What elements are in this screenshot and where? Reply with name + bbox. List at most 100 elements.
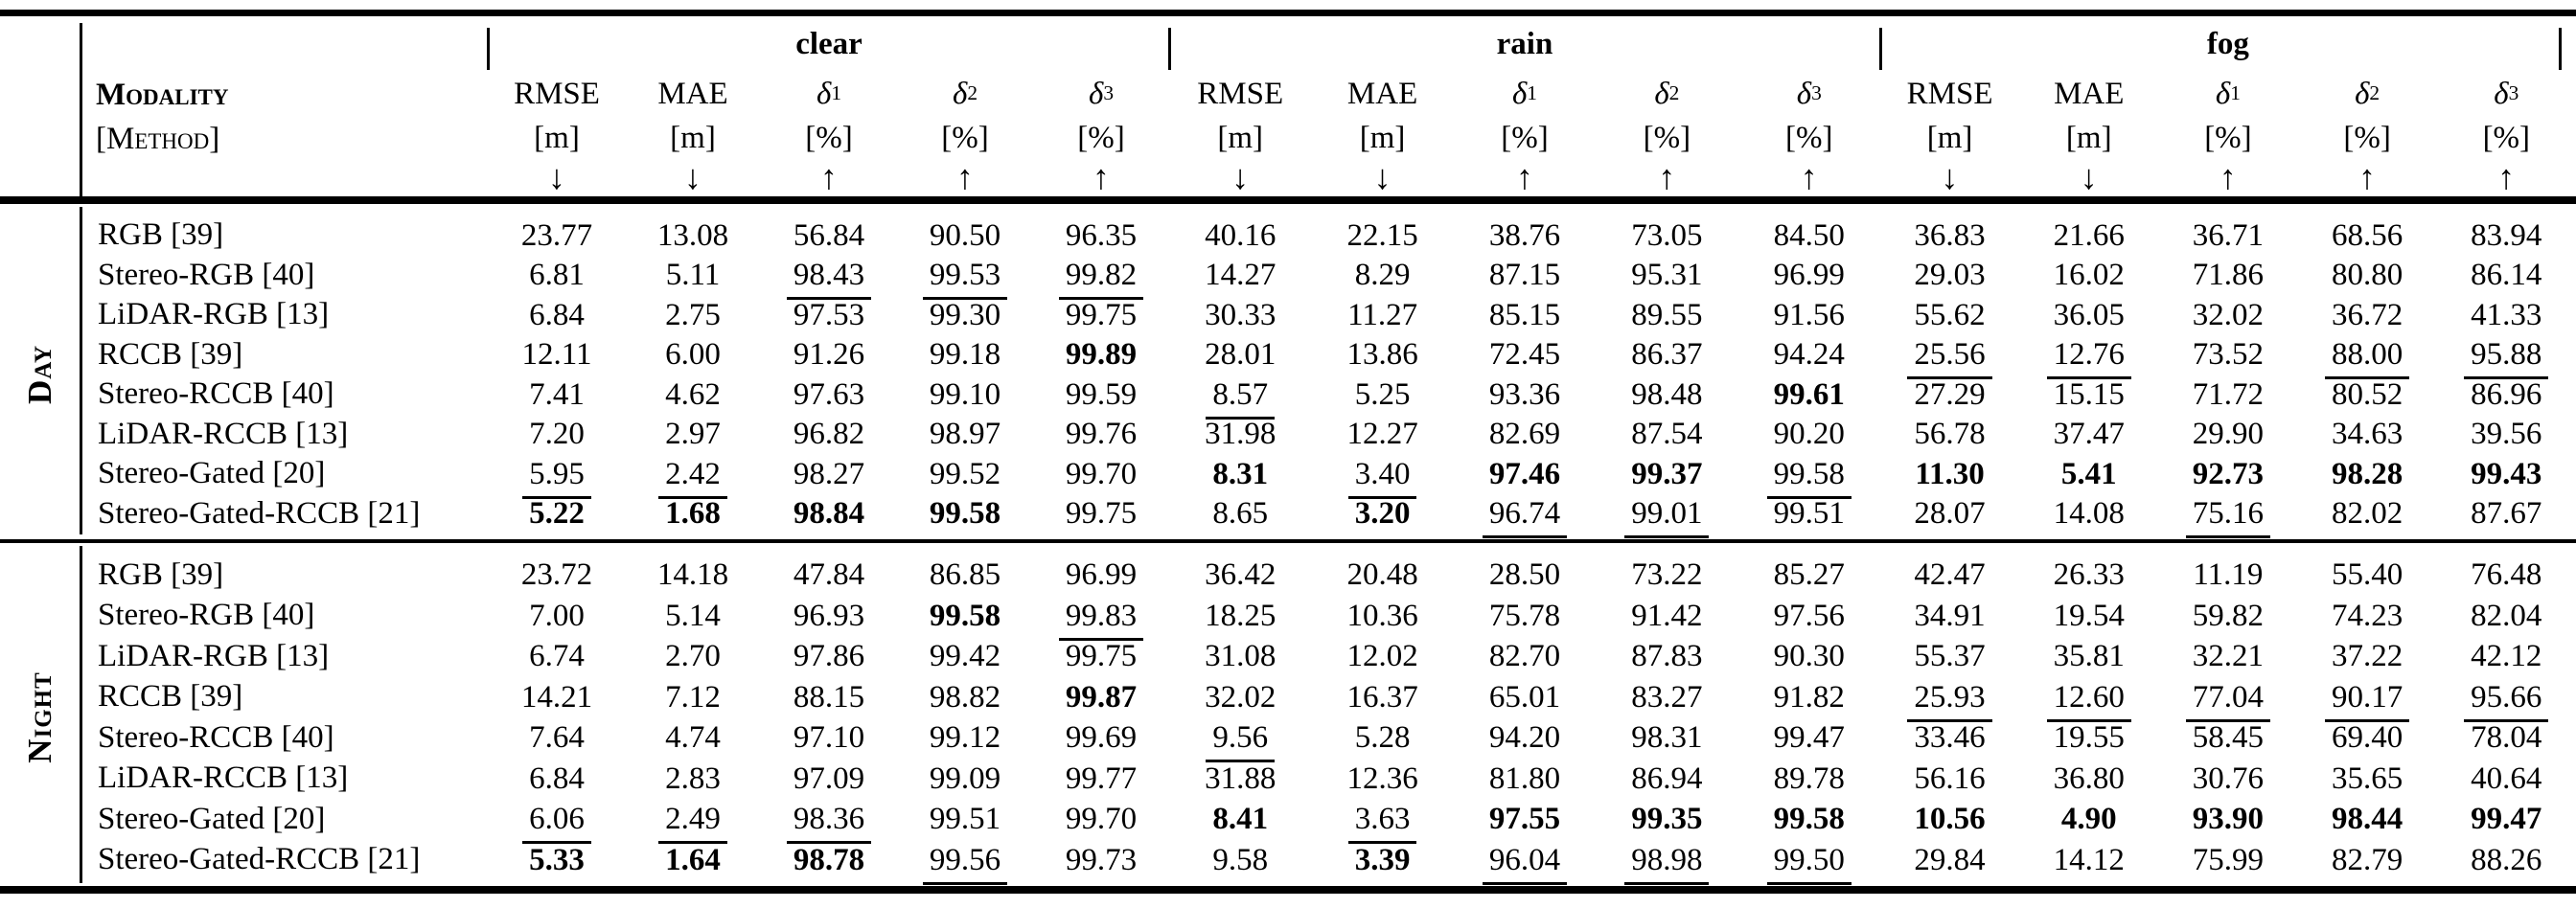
up-arrow-icon: ↑ <box>2358 158 2377 196</box>
value-cell: 96.99 <box>1033 555 1169 596</box>
value: 99.10 <box>929 376 1001 412</box>
method-label-header: [Method] <box>96 122 220 156</box>
value: 11.30 <box>1915 456 1985 491</box>
value: 99.58 <box>929 496 1001 532</box>
value-cell: 14.18 <box>625 555 761 596</box>
up-arrow-icon: ↑ <box>1515 158 1533 196</box>
value: 80.80 <box>2331 258 2404 293</box>
column-separator <box>80 23 82 196</box>
value-cell: 21.66 <box>2019 216 2158 256</box>
value: 82.79 <box>2331 842 2404 877</box>
group-title-fog: fog <box>2206 26 2249 61</box>
value-cell: 94.20 <box>1454 717 1596 759</box>
value-cell: 99.50 <box>1738 840 1880 885</box>
group-separator <box>2559 28 2562 70</box>
value: 97.09 <box>793 760 865 796</box>
value: 99.35 <box>1631 802 1703 837</box>
value: 14.21 <box>520 679 593 715</box>
value: 71.86 <box>2192 258 2265 293</box>
value-cell: 99.87 <box>1033 677 1169 718</box>
value: 21.66 <box>2053 217 2125 253</box>
method-label: Stereo-RGB [40] <box>98 598 315 633</box>
value: 82.04 <box>2471 598 2542 633</box>
value: 9.56 <box>1206 720 1276 763</box>
value-cell: 32.02 <box>1169 677 1311 718</box>
value-cell: 72.45 <box>1454 335 1596 375</box>
value: 91.42 <box>1631 598 1703 633</box>
value-cell: 77.04 <box>2158 677 2297 722</box>
value-cell: 41.33 <box>2437 295 2576 335</box>
value: 2.42 <box>658 457 727 499</box>
value: 32.02 <box>1205 679 1276 715</box>
value: 16.37 <box>1346 679 1418 715</box>
value: 83.27 <box>1631 679 1703 715</box>
value-cell: 6.74 <box>489 636 625 677</box>
value: 3.39 <box>1354 842 1411 877</box>
value-cell: 34.63 <box>2298 415 2437 455</box>
value-cell: 98.28 <box>2298 454 2437 494</box>
value: 30.76 <box>2192 760 2265 796</box>
value: 99.73 <box>1065 842 1138 877</box>
value: 2.75 <box>665 297 721 332</box>
value-cell: 98.97 <box>897 415 1033 455</box>
value: 98.78 <box>793 842 865 877</box>
value-cell: 91.56 <box>1738 295 1880 335</box>
value-cell: 10.36 <box>1311 596 1453 637</box>
value-cell: 99.77 <box>1033 759 1169 800</box>
value: 99.77 <box>1065 760 1138 796</box>
value: 77.04 <box>2185 680 2271 722</box>
group-title-rain: rain <box>1496 26 1553 61</box>
value-cell: 68.56 <box>2298 216 2437 256</box>
value-cell: 83.94 <box>2437 216 2576 256</box>
value: 90.30 <box>1773 639 1845 674</box>
value: 97.86 <box>793 639 865 674</box>
metric-name: RMSE <box>1197 76 1284 111</box>
value-cell: 87.15 <box>1454 256 1596 296</box>
value-cell: 91.82 <box>1738 677 1880 718</box>
value: 72.45 <box>1488 337 1561 373</box>
value: 2.49 <box>658 802 727 845</box>
value: 25.56 <box>1907 337 1992 380</box>
value: 99.76 <box>1065 417 1138 452</box>
value-cell: 3.20 <box>1311 494 1453 534</box>
value: 14.12 <box>2053 842 2125 877</box>
value: 97.63 <box>793 376 865 412</box>
value: 88.15 <box>793 679 865 715</box>
value-cell: 25.56 <box>1880 335 2019 380</box>
value: 99.56 <box>922 843 1008 885</box>
group-separator <box>1879 28 1882 70</box>
value-cell: 83.27 <box>1596 677 1737 718</box>
value-cell: 11.30 <box>1880 454 2019 494</box>
value-cell: 92.73 <box>2158 454 2297 494</box>
value: 12.27 <box>1346 417 1418 452</box>
value-cell: 97.53 <box>761 295 897 335</box>
value: 96.35 <box>1065 217 1138 253</box>
value-cell: 91.42 <box>1596 596 1737 637</box>
value-cell: 36.83 <box>1880 216 2019 256</box>
value: 12.76 <box>2046 337 2131 380</box>
value: 99.89 <box>1065 337 1138 373</box>
value: 98.27 <box>793 456 865 491</box>
value: 30.33 <box>1205 297 1276 332</box>
value: 91.82 <box>1773 679 1845 715</box>
method-label: Stereo-Gated-RCCB [21] <box>98 842 421 877</box>
value-cell: 80.52 <box>2298 375 2437 415</box>
value: 2.97 <box>665 417 721 452</box>
value: 13.08 <box>656 217 729 253</box>
method-label: Stereo-Gated-RCCB [21] <box>98 495 421 531</box>
value: 93.90 <box>2192 802 2265 837</box>
value-cell: 98.27 <box>761 454 897 494</box>
value: 7.41 <box>529 376 585 412</box>
value-cell: 97.86 <box>761 636 897 677</box>
metric-name: MAE <box>1346 76 1418 111</box>
value: 96.93 <box>793 598 865 633</box>
value: 20.48 <box>1346 557 1418 593</box>
value-cell: 6.00 <box>625 335 761 375</box>
value-cell: 88.26 <box>2437 840 2576 881</box>
value-cell: 8.29 <box>1311 256 1453 296</box>
value-cell: 2.49 <box>625 799 761 845</box>
value-cell: 75.78 <box>1454 596 1596 637</box>
value: 97.56 <box>1773 598 1845 633</box>
value: 82.02 <box>2331 496 2404 532</box>
value-cell: 94.24 <box>1738 335 1880 375</box>
